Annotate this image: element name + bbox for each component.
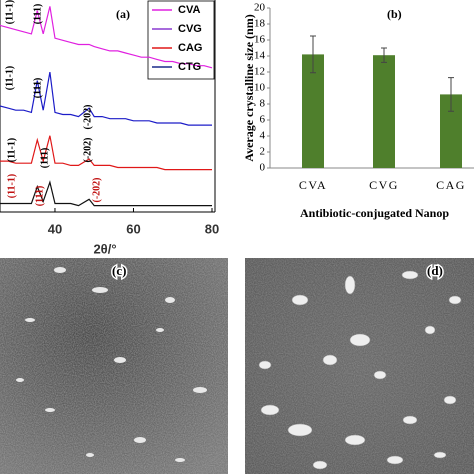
y-tick-label: 0 (260, 162, 266, 174)
xrd-line (0, 135, 212, 171)
legend-label: CVG (178, 23, 202, 35)
error-bar (448, 77, 454, 112)
peak-label: (111) (32, 78, 43, 99)
xrd-line (0, 180, 212, 207)
peak-label: (11-1) (4, 66, 15, 90)
sem-image-c: (c) (0, 258, 228, 474)
legend-label: CTG (178, 61, 201, 73)
x-tick-label: CVA (299, 178, 327, 192)
x-tick-label: 40 (48, 221, 62, 236)
y-tick-label: 2 (260, 146, 266, 158)
peak-label: (11-1) (6, 138, 17, 162)
legend-label: CVA (178, 4, 200, 16)
y-tick-label: 20 (254, 2, 266, 14)
sem-image-d: (d) (245, 258, 474, 474)
xrd-line (0, 6, 213, 69)
panel-label: (c) (112, 263, 126, 278)
panel-label: (b) (387, 7, 402, 21)
peak-label: (-202) (82, 138, 93, 163)
y-tick-label: 6 (260, 114, 266, 126)
x-axis-title: 2θ/° (93, 241, 116, 256)
y-axis-title: Average crystalline size (nm) (242, 14, 256, 161)
y-tick-label: 18 (254, 18, 266, 30)
bar (373, 55, 395, 169)
peak-label: (111) (34, 186, 45, 207)
error-bar (310, 35, 316, 74)
legend-label: CAG (178, 42, 202, 54)
x-tick-label: 60 (126, 221, 140, 236)
peak-label: (11-1) (4, 0, 15, 24)
peak-label: (111) (32, 4, 43, 25)
error-bar (381, 47, 387, 63)
bar (440, 94, 462, 168)
peak-label: (-202) (82, 105, 93, 130)
bar (302, 54, 324, 168)
x-axis-title: Antibiotic-conjugated Nanop (300, 206, 449, 220)
y-tick-label: 16 (254, 34, 266, 46)
y-tick-label: 8 (260, 98, 266, 110)
y-tick-label: 12 (254, 66, 265, 78)
peak-label: (111) (39, 148, 50, 169)
peak-label: (11-1) (6, 174, 17, 198)
panel-label: (a) (116, 7, 130, 21)
x-tick-label: CVG (369, 178, 399, 192)
peak-label: (-202) (91, 178, 102, 203)
panel-label: (d) (427, 263, 443, 278)
x-tick-label: 80 (205, 221, 219, 236)
y-tick-label: 14 (254, 50, 266, 62)
x-tick-label: CAG (436, 178, 466, 192)
xrd-line (0, 71, 212, 126)
y-tick-label: 10 (254, 82, 266, 94)
y-tick-label: 4 (260, 130, 266, 142)
